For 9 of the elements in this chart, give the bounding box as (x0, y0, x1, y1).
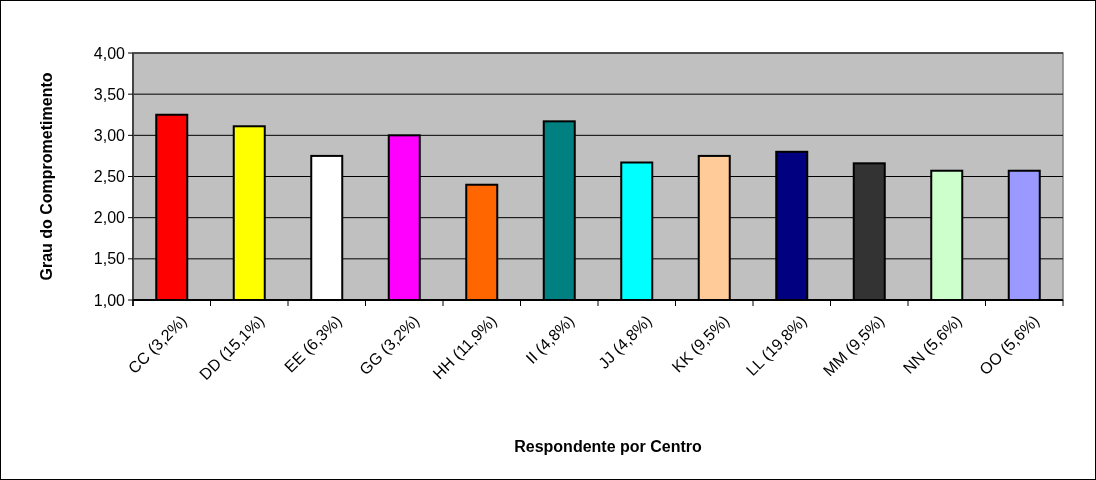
y-tick-label: 1,50 (93, 250, 126, 268)
x-axis-title: Respondente por Centro (514, 438, 703, 455)
y-axis-title: Grau do Comprometimento (38, 72, 55, 281)
y-tick-label: 1,00 (93, 291, 126, 309)
y-tick-label: 2,50 (93, 168, 126, 186)
y-tick-label: 3,50 (93, 85, 126, 103)
y-tick-label: 3,00 (93, 126, 126, 144)
y-tick-label: 2,00 (93, 209, 126, 227)
y-tick-label: 4,00 (93, 44, 126, 62)
